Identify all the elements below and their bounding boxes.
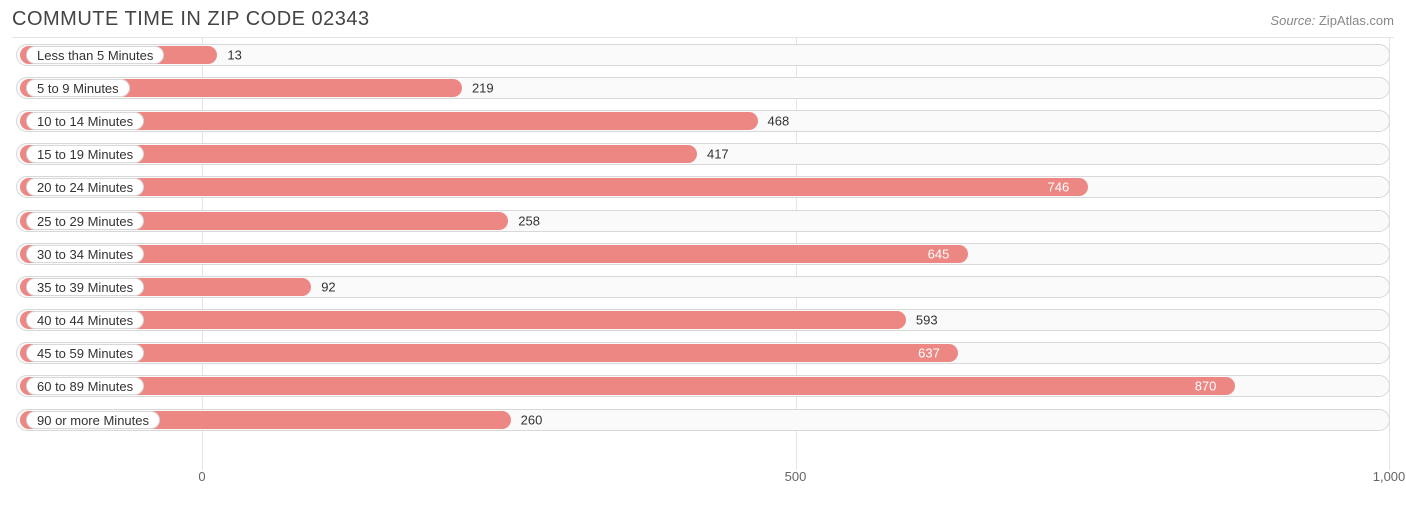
bar-row: 20 to 24 Minutes 746: [12, 171, 1394, 204]
value-label: 258: [518, 213, 540, 228]
bar-row: 5 to 9 Minutes 219: [12, 71, 1394, 104]
value-label: 417: [707, 147, 729, 162]
bar-row: 90 or more Minutes 260: [12, 403, 1394, 436]
bar: [20, 311, 906, 329]
bar-row: 25 to 29 Minutes 258: [12, 204, 1394, 237]
value-label: 468: [768, 113, 790, 128]
category-pill: 45 to 59 Minutes: [26, 344, 144, 362]
category-pill: Less than 5 Minutes: [26, 46, 164, 64]
bar: [20, 245, 968, 263]
bar-row: 30 to 34 Minutes 645: [12, 237, 1394, 270]
x-tick-label: 1,000: [1373, 469, 1406, 484]
chart-header: COMMUTE TIME IN ZIP CODE 02343 Source: Z…: [12, 8, 1394, 31]
bar-row: 15 to 19 Minutes 417: [12, 138, 1394, 171]
value-label: 13: [227, 47, 241, 62]
bar: [20, 377, 1235, 395]
bar-track: [16, 44, 1390, 66]
bar-row: 35 to 39 Minutes 92: [12, 270, 1394, 303]
x-tick-label: 500: [785, 469, 807, 484]
plot-area: Less than 5 Minutes 13 5 to 9 Minutes 219 10…: [12, 37, 1394, 489]
category-pill: 40 to 44 Minutes: [26, 311, 144, 329]
value-label: 593: [916, 313, 938, 328]
category-pill: 5 to 9 Minutes: [26, 79, 130, 97]
bar-row: 10 to 14 Minutes 468: [12, 104, 1394, 137]
value-label: 645: [928, 246, 950, 261]
value-label: 260: [521, 412, 543, 427]
category-pill: 60 to 89 Minutes: [26, 377, 144, 395]
x-axis: 05001,000: [12, 469, 1394, 489]
category-pill: 10 to 14 Minutes: [26, 112, 144, 130]
category-pill: 35 to 39 Minutes: [26, 278, 144, 296]
bar-row: 45 to 59 Minutes 637: [12, 337, 1394, 370]
chart-title: COMMUTE TIME IN ZIP CODE 02343: [12, 8, 370, 31]
source-label: Source:: [1270, 13, 1315, 28]
bar-row: Less than 5 Minutes 13: [12, 38, 1394, 71]
chart-container: COMMUTE TIME IN ZIP CODE 02343 Source: Z…: [0, 0, 1406, 522]
category-pill: 30 to 34 Minutes: [26, 245, 144, 263]
bar: [20, 178, 1088, 196]
bar-row: 60 to 89 Minutes 870: [12, 370, 1394, 403]
value-label: 92: [321, 279, 335, 294]
bar-row: 40 to 44 Minutes 593: [12, 304, 1394, 337]
rows: Less than 5 Minutes 13 5 to 9 Minutes 219 10…: [12, 38, 1394, 436]
category-pill: 20 to 24 Minutes: [26, 178, 144, 196]
x-tick-label: 0: [198, 469, 205, 484]
bar: [20, 344, 958, 362]
source-name: ZipAtlas.com: [1319, 13, 1394, 28]
value-label: 870: [1195, 379, 1217, 394]
chart-source: Source: ZipAtlas.com: [1270, 13, 1394, 28]
category-pill: 25 to 29 Minutes: [26, 212, 144, 230]
value-label: 637: [918, 346, 940, 361]
category-pill: 90 or more Minutes: [26, 411, 160, 429]
value-label: 219: [472, 80, 494, 95]
value-label: 746: [1048, 180, 1070, 195]
category-pill: 15 to 19 Minutes: [26, 145, 144, 163]
